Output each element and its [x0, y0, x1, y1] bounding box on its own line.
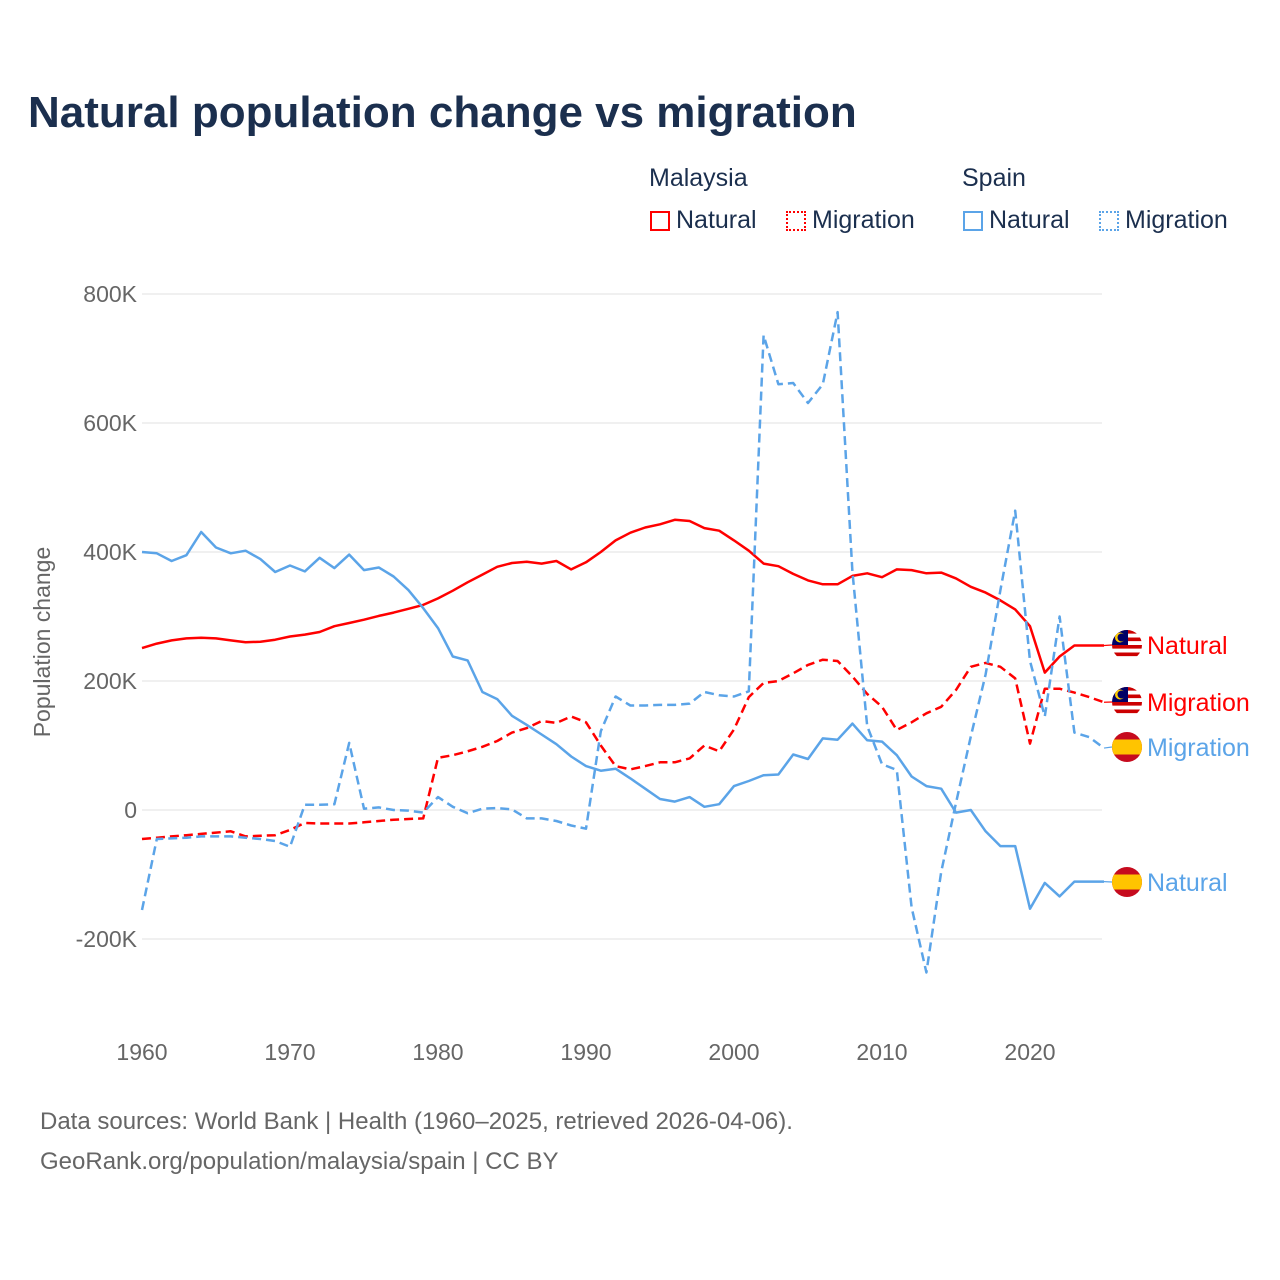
legend-swatch-solid [650, 210, 670, 231]
y-tick-label: 600K [83, 410, 137, 436]
legend-label: Natural [676, 206, 757, 234]
legend-swatch-dotted [786, 210, 806, 231]
series-line-malaysia-migration[interactable] [141, 658, 1105, 841]
label-leader [1103, 746, 1113, 749]
y-tick-label: 200K [83, 668, 137, 694]
y-axis-label: Population change [29, 547, 55, 738]
legend-group-malaysia: Malaysia [649, 164, 748, 192]
legend-item-spain-migration[interactable]: Migration [1099, 206, 1228, 235]
legend-item-malaysia-migration[interactable]: Migration [786, 206, 915, 235]
y-tick-label: 800K [83, 281, 137, 307]
series-end-label: Natural [1147, 869, 1228, 897]
legend-group-spain: Spain [962, 164, 1026, 192]
x-tick-label: 1980 [412, 1039, 463, 1065]
source-link[interactable]: GeoRank.org/population/malaysia/spain | … [40, 1148, 559, 1175]
label-leader [1103, 644, 1113, 647]
x-tick-label: 1960 [116, 1039, 167, 1065]
x-tick-label: 1970 [264, 1039, 315, 1065]
legend-label: Natural [989, 206, 1070, 234]
y-tick-label: 0 [124, 797, 137, 823]
legend-label: Migration [812, 206, 915, 234]
x-tick-label: 2010 [856, 1039, 907, 1065]
series-line-spain-natural[interactable] [141, 530, 1104, 910]
series-line-spain-migration[interactable] [140, 310, 1105, 974]
x-tick-label: 2020 [1004, 1039, 1055, 1065]
y-tick-label: -200K [76, 926, 138, 952]
spain-flag-icon [1112, 867, 1142, 897]
y-tick-label: 400K [83, 539, 137, 565]
source-note: Data sources: World Bank | Health (1960–… [40, 1108, 793, 1135]
x-tick-label: 2000 [708, 1039, 759, 1065]
legend-item-malaysia-natural[interactable]: Natural [650, 206, 757, 235]
legend-swatch-dotted [1099, 210, 1119, 231]
chart-title: Natural population change vs migration [28, 88, 857, 137]
spain-flag-icon [1112, 732, 1142, 762]
legend-swatch-solid [963, 210, 983, 231]
legend-label: Migration [1125, 206, 1228, 234]
series-end-label: Migration [1147, 689, 1250, 717]
malaysia-flag-icon [1112, 630, 1142, 660]
x-tick-label: 1990 [560, 1039, 611, 1065]
series-line-malaysia-natural[interactable] [141, 518, 1104, 674]
series-end-label: Natural [1147, 632, 1228, 660]
legend-item-spain-natural[interactable]: Natural [963, 206, 1070, 235]
malaysia-flag-icon [1112, 687, 1142, 717]
series-end-label: Migration [1147, 734, 1250, 762]
